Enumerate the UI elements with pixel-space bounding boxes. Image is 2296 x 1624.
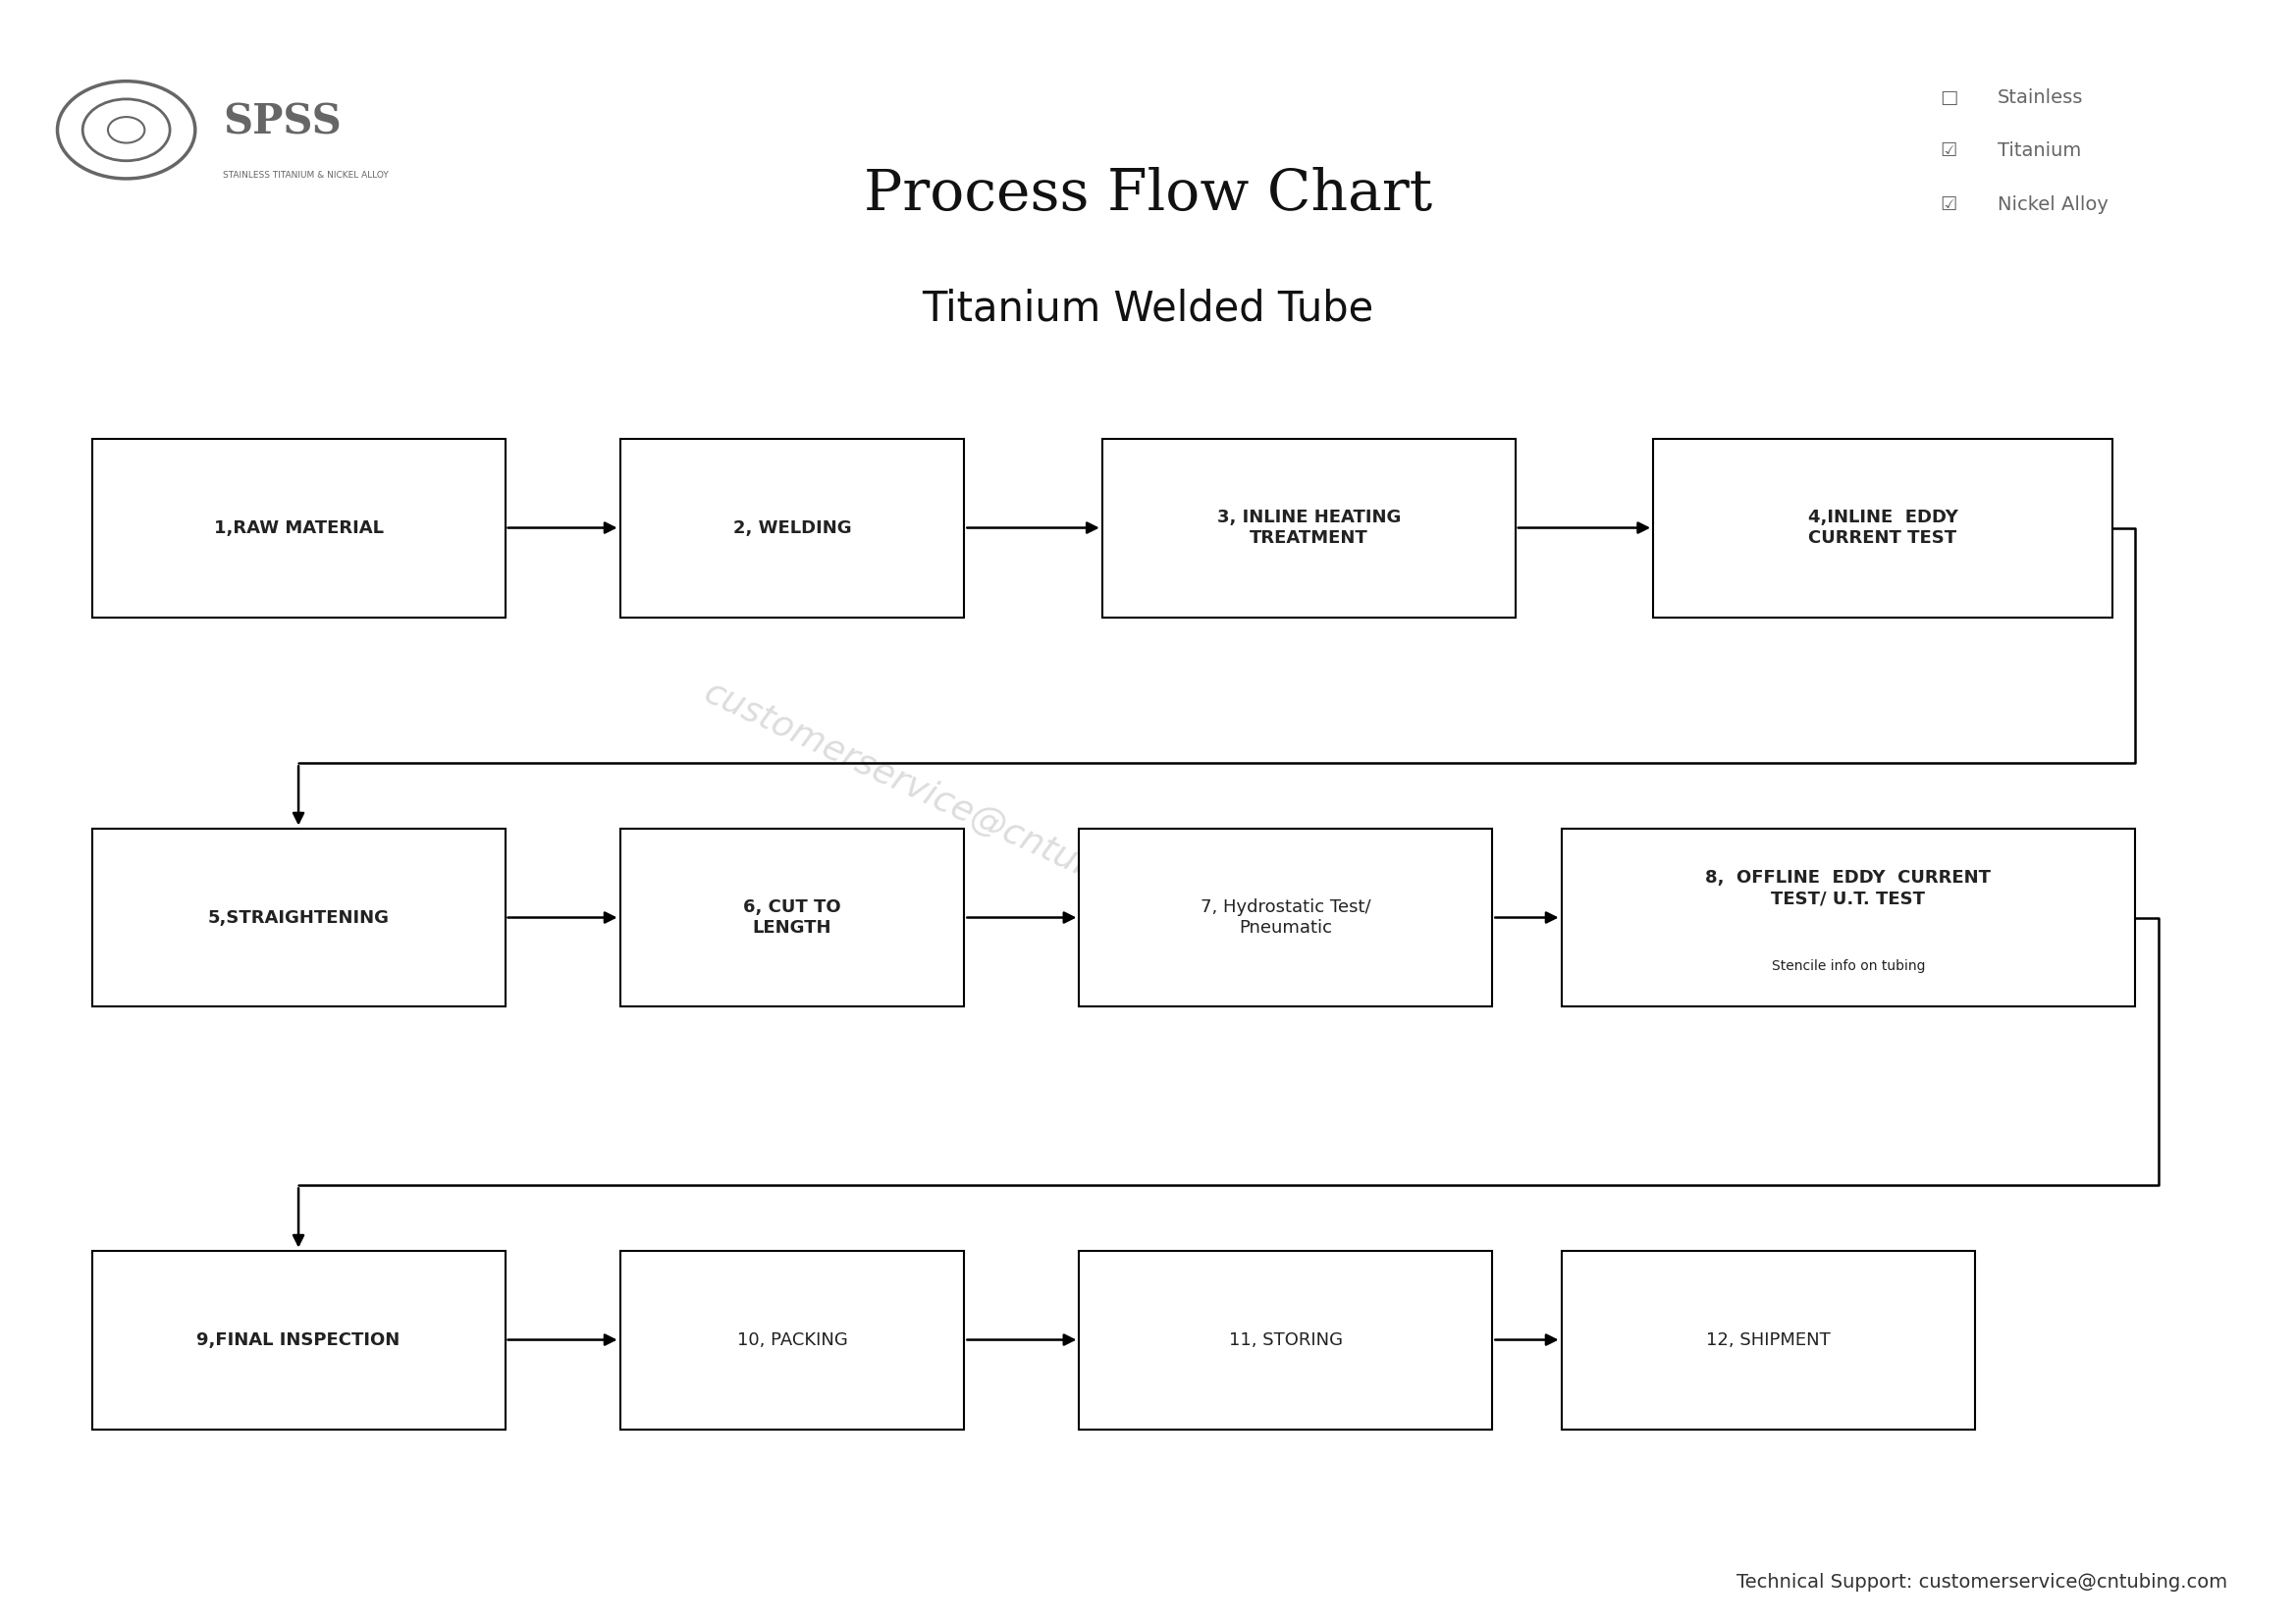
Text: Titanium: Titanium [1998,141,2080,161]
Text: 8,  OFFLINE  EDDY  CURRENT
TEST/ U.T. TEST: 8, OFFLINE EDDY CURRENT TEST/ U.T. TEST [1706,869,1991,908]
Text: SPSS: SPSS [223,101,342,143]
FancyBboxPatch shape [1079,1250,1492,1429]
Text: Stainless: Stainless [1998,88,2082,107]
Text: □: □ [1940,88,1958,107]
Text: 1,RAW MATERIAL: 1,RAW MATERIAL [214,520,383,536]
FancyBboxPatch shape [92,828,505,1007]
Text: 11, STORING: 11, STORING [1228,1332,1343,1348]
Text: 6, CUT TO
LENGTH: 6, CUT TO LENGTH [744,898,840,937]
Text: Stencile info on tubing: Stencile info on tubing [1773,960,1924,973]
Text: 9,FINAL INSPECTION: 9,FINAL INSPECTION [197,1332,400,1348]
Text: 2, WELDING: 2, WELDING [732,520,852,536]
Text: 10, PACKING: 10, PACKING [737,1332,847,1348]
FancyBboxPatch shape [92,1250,505,1429]
FancyBboxPatch shape [620,438,964,617]
Text: 4,INLINE  EDDY
CURRENT TEST: 4,INLINE EDDY CURRENT TEST [1807,508,1958,547]
Text: 3, INLINE HEATING
TREATMENT: 3, INLINE HEATING TREATMENT [1217,508,1401,547]
Text: Technical Support: customerservice@cntubing.com: Technical Support: customerservice@cntub… [1736,1574,2227,1592]
Text: 5,STRAIGHTENING: 5,STRAIGHTENING [207,909,390,926]
FancyBboxPatch shape [620,1250,964,1429]
Text: ☑: ☑ [1940,141,1956,161]
Text: 7, Hydrostatic Test/
Pneumatic: 7, Hydrostatic Test/ Pneumatic [1201,898,1371,937]
Text: STAINLESS TITANIUM & NICKEL ALLOY: STAINLESS TITANIUM & NICKEL ALLOY [223,171,388,180]
Text: Titanium Welded Tube: Titanium Welded Tube [923,287,1373,330]
Text: customerservice@cntubing.com: customerservice@cntubing.com [698,676,1231,948]
FancyBboxPatch shape [92,438,505,617]
FancyBboxPatch shape [1653,438,2112,617]
Text: Nickel Alloy: Nickel Alloy [1998,195,2108,214]
FancyBboxPatch shape [1561,828,2135,1007]
FancyBboxPatch shape [1079,828,1492,1007]
FancyBboxPatch shape [1102,438,1515,617]
FancyBboxPatch shape [620,828,964,1007]
Text: ☑: ☑ [1940,195,1956,214]
FancyBboxPatch shape [1561,1250,1975,1429]
Text: 12, SHIPMENT: 12, SHIPMENT [1706,1332,1830,1348]
Text: Process Flow Chart: Process Flow Chart [863,167,1433,222]
